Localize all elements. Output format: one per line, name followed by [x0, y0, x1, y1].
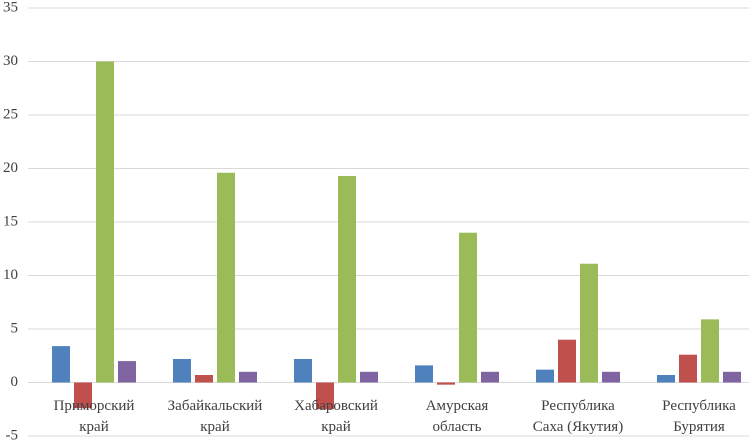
- x-tick-label-line: край: [200, 419, 229, 435]
- bar: [96, 61, 114, 383]
- x-tick-label-line: Амурская: [426, 398, 489, 414]
- bar: [536, 369, 554, 383]
- x-tick-label-line: Республика: [662, 398, 736, 414]
- x-tick-label-line: Приморский: [54, 398, 135, 414]
- bar: [294, 358, 312, 383]
- bar: [217, 172, 235, 383]
- bar: [602, 371, 620, 383]
- bar: [679, 354, 697, 383]
- x-tick-label-line: Бурятия: [673, 419, 725, 435]
- bar: [657, 375, 675, 383]
- y-tick-label: 10: [3, 267, 18, 283]
- bar: [360, 371, 378, 383]
- bar: [701, 319, 719, 383]
- x-tick-label: Республика Бурятия: [662, 398, 736, 435]
- y-tick-label: 5: [11, 320, 19, 336]
- bar: [437, 382, 455, 385]
- bar: [239, 371, 257, 383]
- y-tick-label: 30: [3, 53, 18, 69]
- x-tick-label-line: Забайкальский: [168, 398, 263, 414]
- bar: [316, 382, 334, 410]
- bar: [481, 371, 499, 383]
- x-tick-label: Хабаровский край: [294, 398, 378, 435]
- x-tick-label-line: область: [433, 419, 482, 435]
- y-tick-label: 20: [3, 160, 18, 176]
- bar: [52, 346, 70, 383]
- x-tick-label-line: Саха (Якутия): [533, 419, 623, 435]
- x-tick-label-line: Хабаровский: [294, 398, 378, 414]
- bar: [195, 375, 213, 383]
- x-tick-label: Республика Саха (Якутия): [533, 398, 623, 435]
- bar: [459, 232, 477, 383]
- bar: [415, 365, 433, 383]
- y-tick-label: 0: [11, 374, 19, 390]
- y-tick-label: 25: [3, 106, 18, 122]
- y-tick-label: -5: [6, 427, 19, 443]
- x-tick-label-line: Республика: [541, 398, 615, 414]
- y-tick-label: 15: [3, 213, 18, 229]
- bar: [118, 361, 136, 383]
- bar: [580, 263, 598, 383]
- bar: [558, 339, 576, 383]
- x-tick-label: Амурская область: [426, 398, 489, 435]
- bar: [74, 382, 92, 409]
- bar: [338, 175, 356, 383]
- y-tick-label: 35: [3, 0, 18, 15]
- bar: [723, 371, 741, 383]
- x-tick-label: Приморский край: [54, 398, 135, 435]
- x-tick-label-line: край: [321, 419, 350, 435]
- x-tick-label-line: край: [79, 419, 108, 435]
- x-tick-label: Забайкальский край: [168, 398, 263, 435]
- bar: [173, 358, 191, 383]
